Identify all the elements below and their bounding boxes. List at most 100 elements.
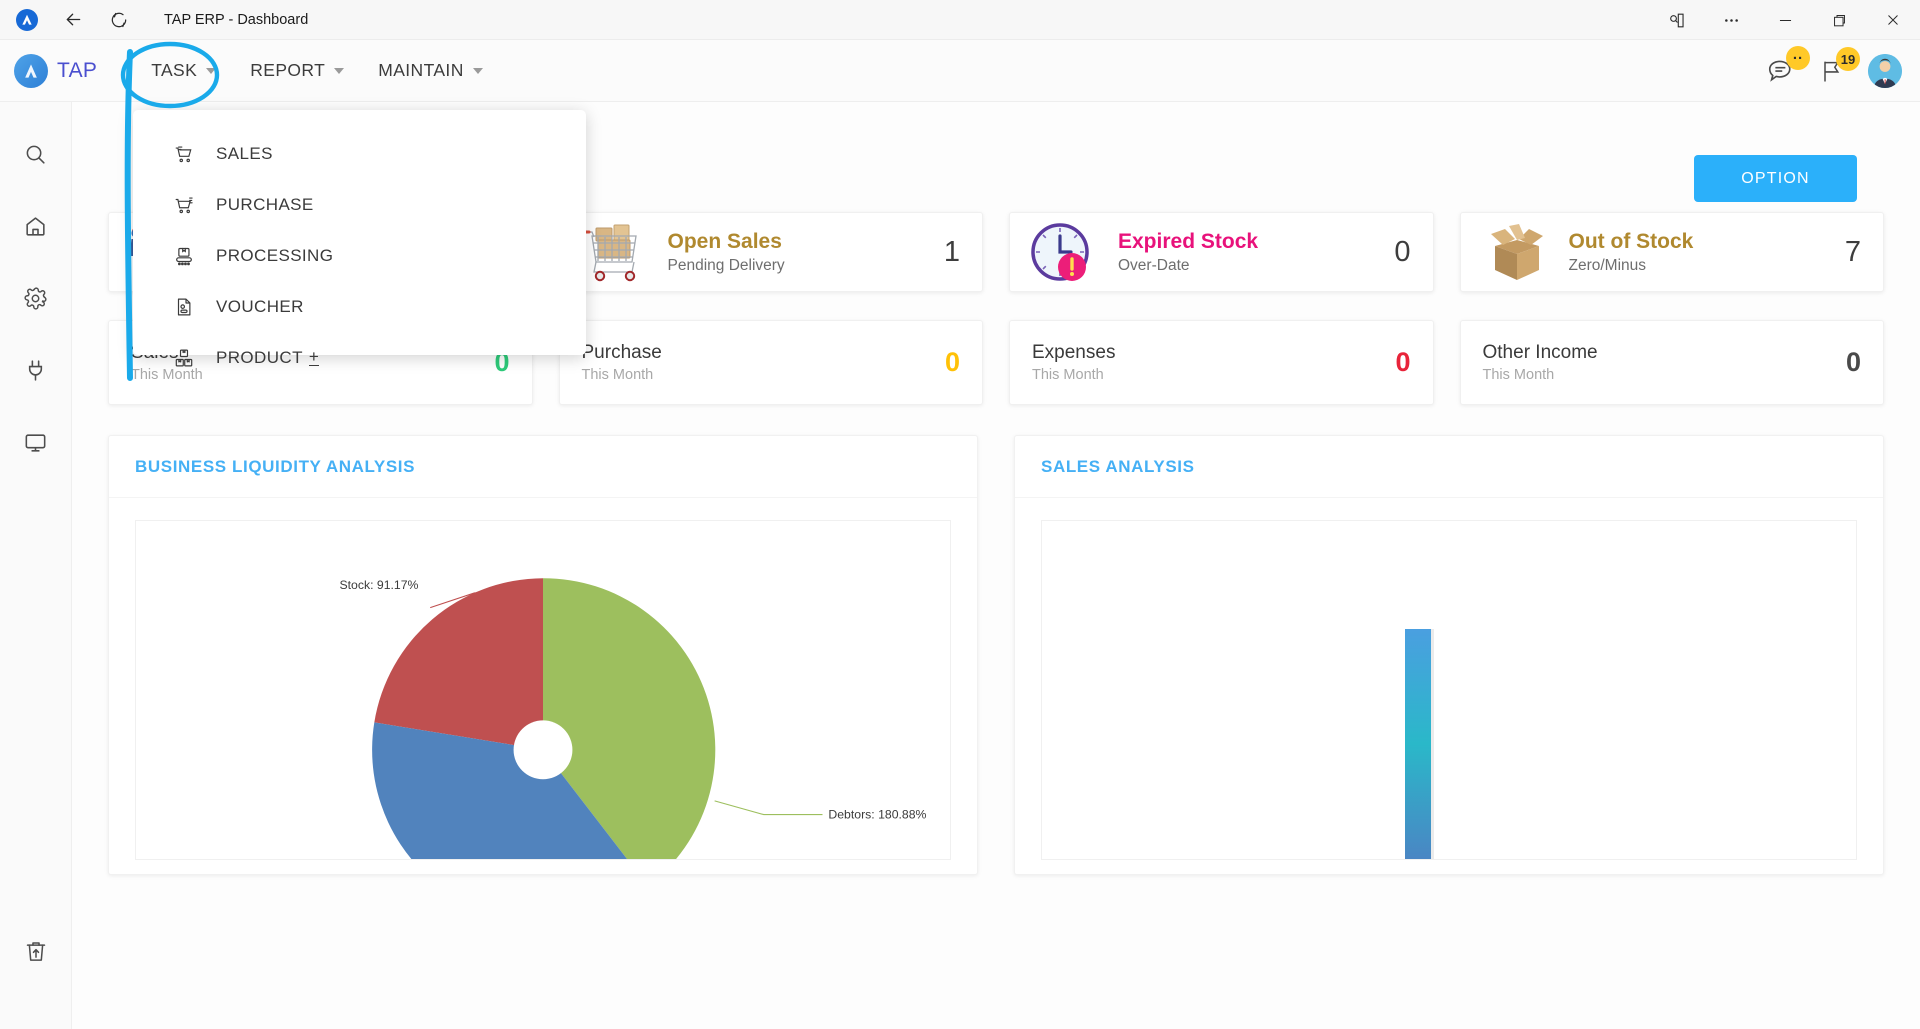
menu-task[interactable]: TASK [137, 50, 230, 91]
sidebar-item-home[interactable] [12, 202, 60, 250]
stat-sublabel: This Month [1032, 367, 1104, 383]
pie-label-debtors: Debtors: 180.88% [828, 807, 926, 821]
notifications-button[interactable]: 19 [1818, 47, 1860, 85]
stat-sublabel: This Month [581, 367, 654, 383]
panel-header: SALES ANALYSIS [1015, 436, 1883, 498]
back-arrow-icon[interactable] [50, 0, 96, 40]
bar-series-1 [1405, 629, 1431, 859]
messages-button[interactable]: .. [1766, 46, 1810, 86]
brand-name: TAP [57, 58, 98, 82]
menu-maintain-label: MAINTAIN [378, 60, 464, 80]
content-toolbar: OPTION [72, 102, 1920, 202]
brand[interactable]: TAP [14, 53, 98, 88]
chevron-down-icon [206, 67, 217, 74]
analysis-panels: BUSINESS LIQUIDITY ANALYSIS [72, 435, 1920, 875]
stat-sublabel: This Month [1482, 367, 1555, 383]
panel-title-liquidity: BUSINESS LIQUIDITY ANALYSIS [135, 456, 416, 476]
document-icon [169, 296, 199, 318]
panel-header: BUSINESS LIQUIDITY ANALYSIS [109, 436, 977, 498]
stat-label: Expenses [1032, 342, 1116, 363]
stat-label: Purchase [581, 342, 662, 363]
panel-sales-analysis: SALES ANALYSIS [1014, 435, 1884, 875]
tap-logo-icon [14, 53, 48, 88]
reading-view-icon[interactable] [1650, 0, 1704, 40]
menu-item-sales[interactable]: SALES [133, 128, 586, 179]
sidebar-item-recycle-bin[interactable] [12, 927, 60, 975]
kpi-title: Expired Stock [1118, 229, 1259, 253]
kpi-subtitle: Zero/Minus [1568, 257, 1647, 275]
sidebar-item-settings[interactable] [12, 274, 60, 322]
menu-item-purchase[interactable]: PURCHASE [133, 179, 586, 230]
notifications-badge: 19 [1836, 47, 1860, 71]
shopping-cart-out-icon [169, 194, 199, 216]
app-icon [16, 8, 38, 31]
stat-sublabel: This Month [131, 367, 203, 383]
stat-label: Other Income [1482, 342, 1598, 363]
search-icon [26, 145, 45, 164]
menu-item-label: PROCESSING [216, 245, 334, 265]
window-title: TAP ERP - Dashboard [164, 11, 309, 28]
kpi-card-open-sales[interactable]: Open Sales Pending Delivery 1 [558, 212, 983, 292]
kpi-text: Open Sales Pending Delivery [668, 229, 944, 275]
option-button[interactable]: OPTION [1694, 155, 1857, 202]
app-header-right: .. 19 [1766, 40, 1902, 102]
menu-report[interactable]: REPORT [236, 50, 358, 91]
panel-title-sales: SALES ANALYSIS [1041, 456, 1195, 476]
kpi-value: 1 [943, 235, 960, 268]
more-options-icon[interactable] [1704, 0, 1758, 40]
stat-value: 0 [1845, 347, 1861, 377]
plug-icon [28, 359, 43, 381]
monitor-icon [25, 433, 46, 452]
menu-item-product[interactable]: PRODUCT + [133, 332, 586, 383]
gear-icon [24, 286, 47, 310]
task-dropdown-menu: SALES PURCHASE PROCESSING [133, 110, 586, 367]
menu-item-label: SALES [216, 143, 273, 163]
messages-badge: .. [1786, 46, 1810, 70]
liquidity-pie-chart[interactable]: Stock: 91.17% Debtors: 180.88% [135, 520, 951, 860]
sidebar-item-connection[interactable] [12, 346, 60, 394]
shopping-cart-in-icon [169, 143, 199, 165]
stat-text: Expenses This Month [1032, 342, 1395, 383]
kpi-card-out-of-stock[interactable]: Out of Stock Zero/Minus 7 [1459, 212, 1884, 292]
menu-item-processing[interactable]: PROCESSING [133, 230, 586, 281]
kpi-text: Out of Stock Zero/Minus [1569, 229, 1845, 275]
chat-icon [1768, 60, 1791, 82]
window-titlebar: TAP ERP - Dashboard [0, 0, 1920, 40]
menu-task-label: TASK [151, 60, 198, 80]
stat-card-expenses[interactable]: Expenses This Month 0 [1009, 320, 1434, 405]
sales-bar-chart[interactable] [1041, 520, 1857, 860]
refresh-icon[interactable] [96, 0, 142, 40]
kpi-title: Open Sales [667, 229, 782, 253]
close-icon[interactable] [1866, 0, 1920, 40]
menu-item-label: PRODUCT [216, 347, 303, 367]
stat-card-other-income[interactable]: Other Income This Month 0 [1459, 320, 1884, 405]
kpi-value: 7 [1844, 235, 1861, 268]
home-icon [26, 216, 45, 236]
panel-body [1015, 498, 1883, 860]
clock-alert-art [1024, 220, 1108, 284]
shopping-cart-art [574, 220, 658, 284]
stat-text: Other Income This Month [1483, 342, 1846, 383]
panel-business-liquidity: BUSINESS LIQUIDITY ANALYSIS [108, 435, 978, 875]
menu-item-voucher[interactable]: VOUCHER [133, 281, 586, 332]
kpi-card-expired-stock[interactable]: Expired Stock Over-Date 0 [1009, 212, 1434, 292]
bar-plot-area [1042, 521, 1856, 859]
pie-label-stock: Stock: 91.17% [339, 578, 418, 592]
avatar[interactable] [1868, 54, 1902, 88]
main-menubar: TASK REPORT MAINTAIN [137, 50, 497, 91]
maximize-icon[interactable] [1812, 0, 1866, 40]
sidebar-item-search[interactable] [12, 130, 60, 178]
conveyor-belt-icon [169, 245, 199, 267]
pie-svg: Stock: 91.17% Debtors: 180.88% [339, 578, 927, 859]
sidebar-item-display[interactable] [12, 418, 60, 466]
chevron-down-icon [472, 67, 483, 74]
menu-item-label: PURCHASE [216, 194, 314, 214]
minimize-icon[interactable] [1758, 0, 1812, 40]
menu-report-label: REPORT [250, 60, 326, 80]
flag-icon [1824, 61, 1840, 82]
left-sidebar [0, 102, 72, 1029]
stat-card-purchase[interactable]: Purchase This Month 0 [558, 320, 983, 405]
menu-maintain[interactable]: MAINTAIN [364, 50, 497, 91]
stat-value: 0 [1395, 347, 1411, 377]
kpi-subtitle: Pending Delivery [667, 257, 785, 275]
